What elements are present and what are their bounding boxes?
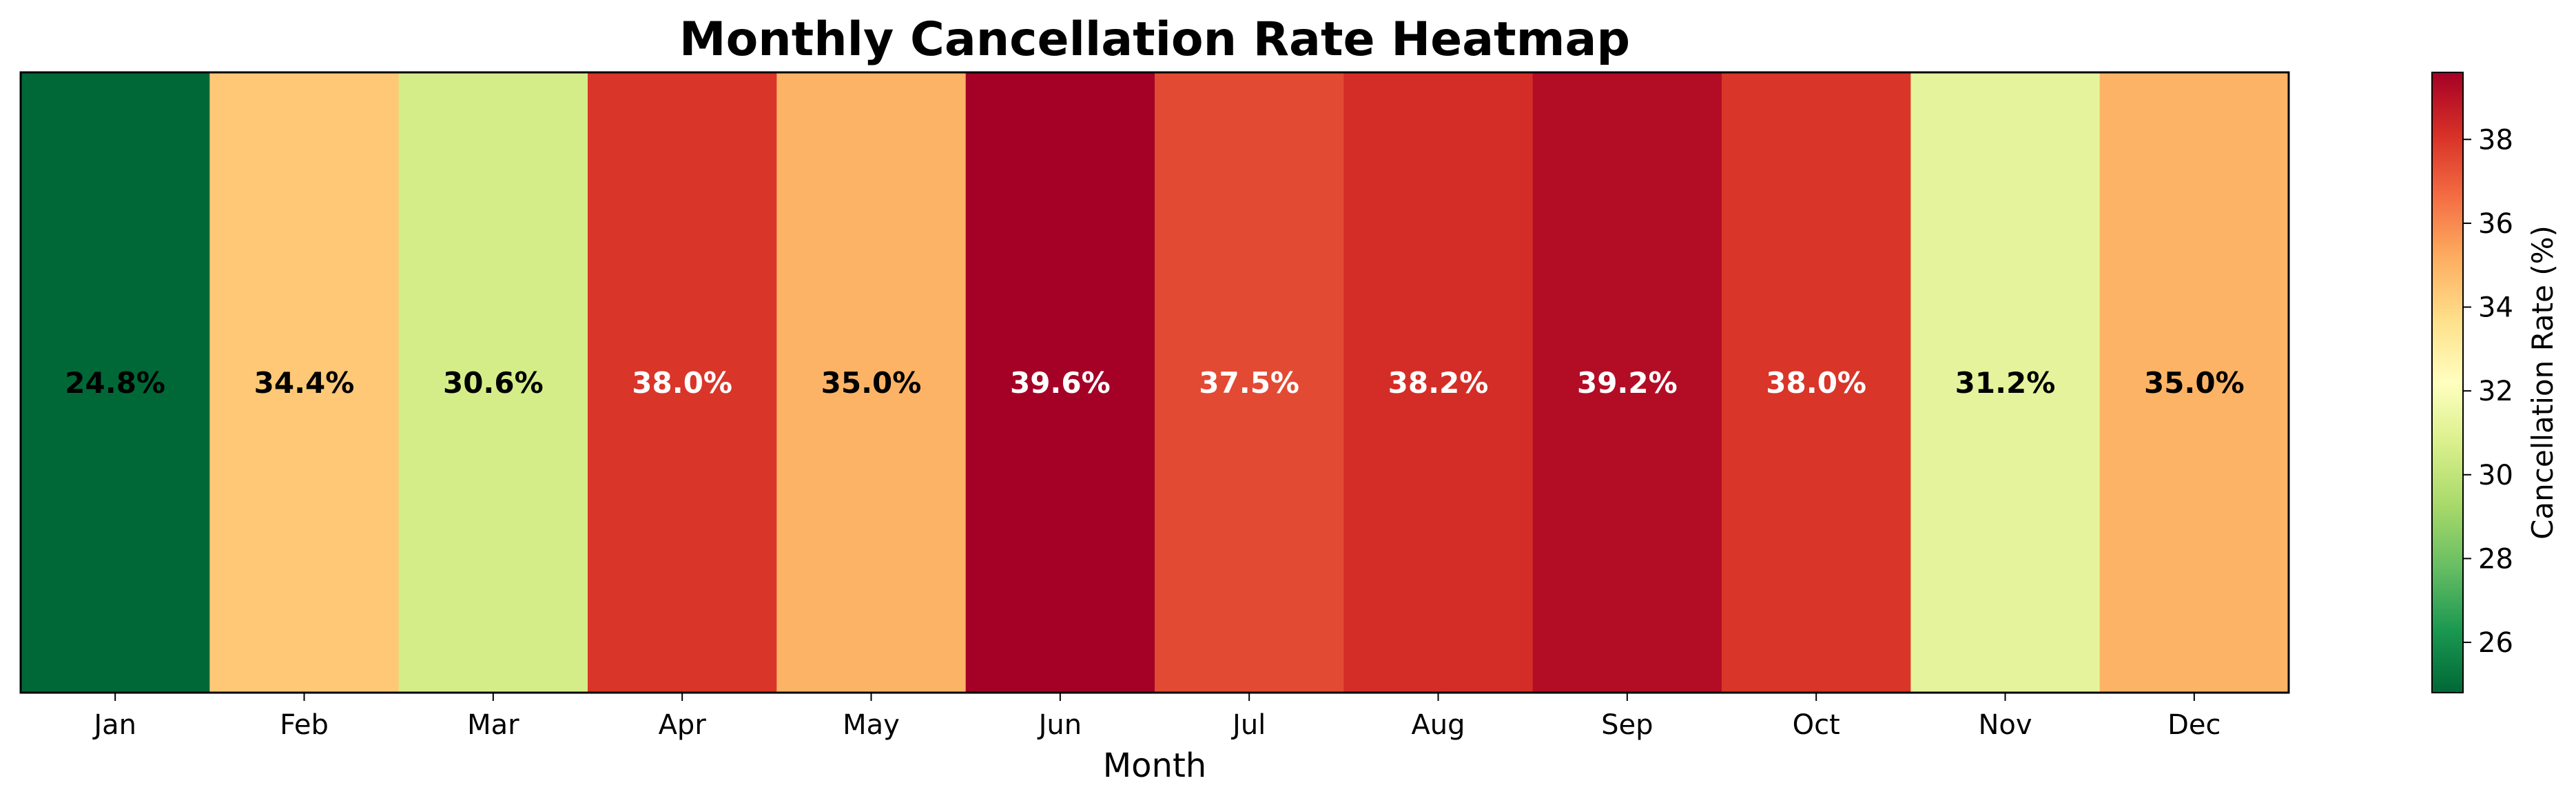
x-tick-label: Sep — [1601, 709, 1653, 741]
cell-value-label: 38.2% — [1388, 366, 1489, 400]
x-tick-label: Apr — [659, 709, 707, 741]
heatmap-cell-dec — [2099, 72, 2289, 693]
x-tick-label: Nov — [1978, 709, 2032, 741]
colorbar-tick-label: 26 — [2478, 627, 2513, 659]
colorbar-tick-label: 36 — [2478, 208, 2513, 240]
cell-value-label: 31.2% — [1955, 366, 2056, 400]
x-tick-label: Jan — [92, 709, 136, 741]
heatmap-cell-jul — [1155, 72, 1344, 693]
cell-value-label: 37.5% — [1199, 366, 1299, 400]
x-tick-label: Jul — [1230, 709, 1266, 741]
x-axis-ticks: Jan Feb Mar Apr May Jun Jul Aug Sep Oct Nov Dec — [92, 693, 2221, 741]
x-tick-label: Oct — [1793, 709, 1840, 741]
heatmap-cells — [21, 72, 2289, 693]
x-tick-label: Jun — [1037, 709, 1082, 741]
heatmap-cell-jun — [965, 72, 1155, 693]
cell-value-label: 30.6% — [443, 366, 544, 400]
heatmap-cell-apr — [588, 72, 777, 693]
cell-value-label: 34.4% — [254, 366, 355, 400]
heatmap-cell-may — [776, 72, 967, 693]
heatmap-cell-mar — [398, 72, 588, 693]
x-tick-label: Dec — [2167, 709, 2220, 741]
colorbar-tick-label: 38 — [2478, 124, 2513, 156]
colorbar-tick-label: 34 — [2478, 292, 2513, 324]
x-axis-label: Month — [1103, 746, 1206, 785]
colorbar-label: Cancellation Rate (%) — [2526, 225, 2559, 540]
heatmap-cell-sep — [1532, 72, 1722, 693]
x-tick-label: Feb — [280, 709, 329, 741]
x-tick-label: Aug — [1411, 709, 1465, 741]
heatmap-cell-nov — [1910, 72, 2101, 693]
heatmap-cell-feb — [209, 72, 400, 693]
heatmap-cell-oct — [1722, 72, 1911, 693]
colorbar — [2431, 72, 2464, 693]
plot-frame — [19, 71, 2290, 694]
colorbar-tick-label: 30 — [2478, 460, 2513, 491]
x-tick-label: Mar — [467, 709, 519, 741]
heatmap-cell-aug — [1343, 72, 1534, 693]
chart-title: Monthly Cancellation Rate Heatmap — [679, 12, 1630, 67]
colorbar-tick-label: 32 — [2478, 376, 2513, 407]
heatmap-cell-jan — [21, 72, 210, 693]
colorbar-ticks: 26 28 30 32 34 36 38 — [2463, 124, 2513, 659]
cell-value-label: 35.0% — [821, 366, 922, 400]
cell-value-label: 39.2% — [1577, 366, 1678, 400]
cell-value-label: 38.0% — [632, 366, 732, 400]
cell-value-label: 38.0% — [1766, 366, 1866, 400]
cell-value-label: 24.8% — [65, 366, 165, 400]
cell-value-label: 39.6% — [1010, 366, 1111, 400]
x-tick-label: May — [843, 709, 900, 741]
cell-labels: 24.8% 34.4% 30.6% 38.0% 35.0% 39.6% 37.5% 38.2%… — [65, 366, 2244, 400]
cell-value-label: 35.0% — [2144, 366, 2245, 400]
colorbar-tick-label: 28 — [2478, 543, 2513, 575]
